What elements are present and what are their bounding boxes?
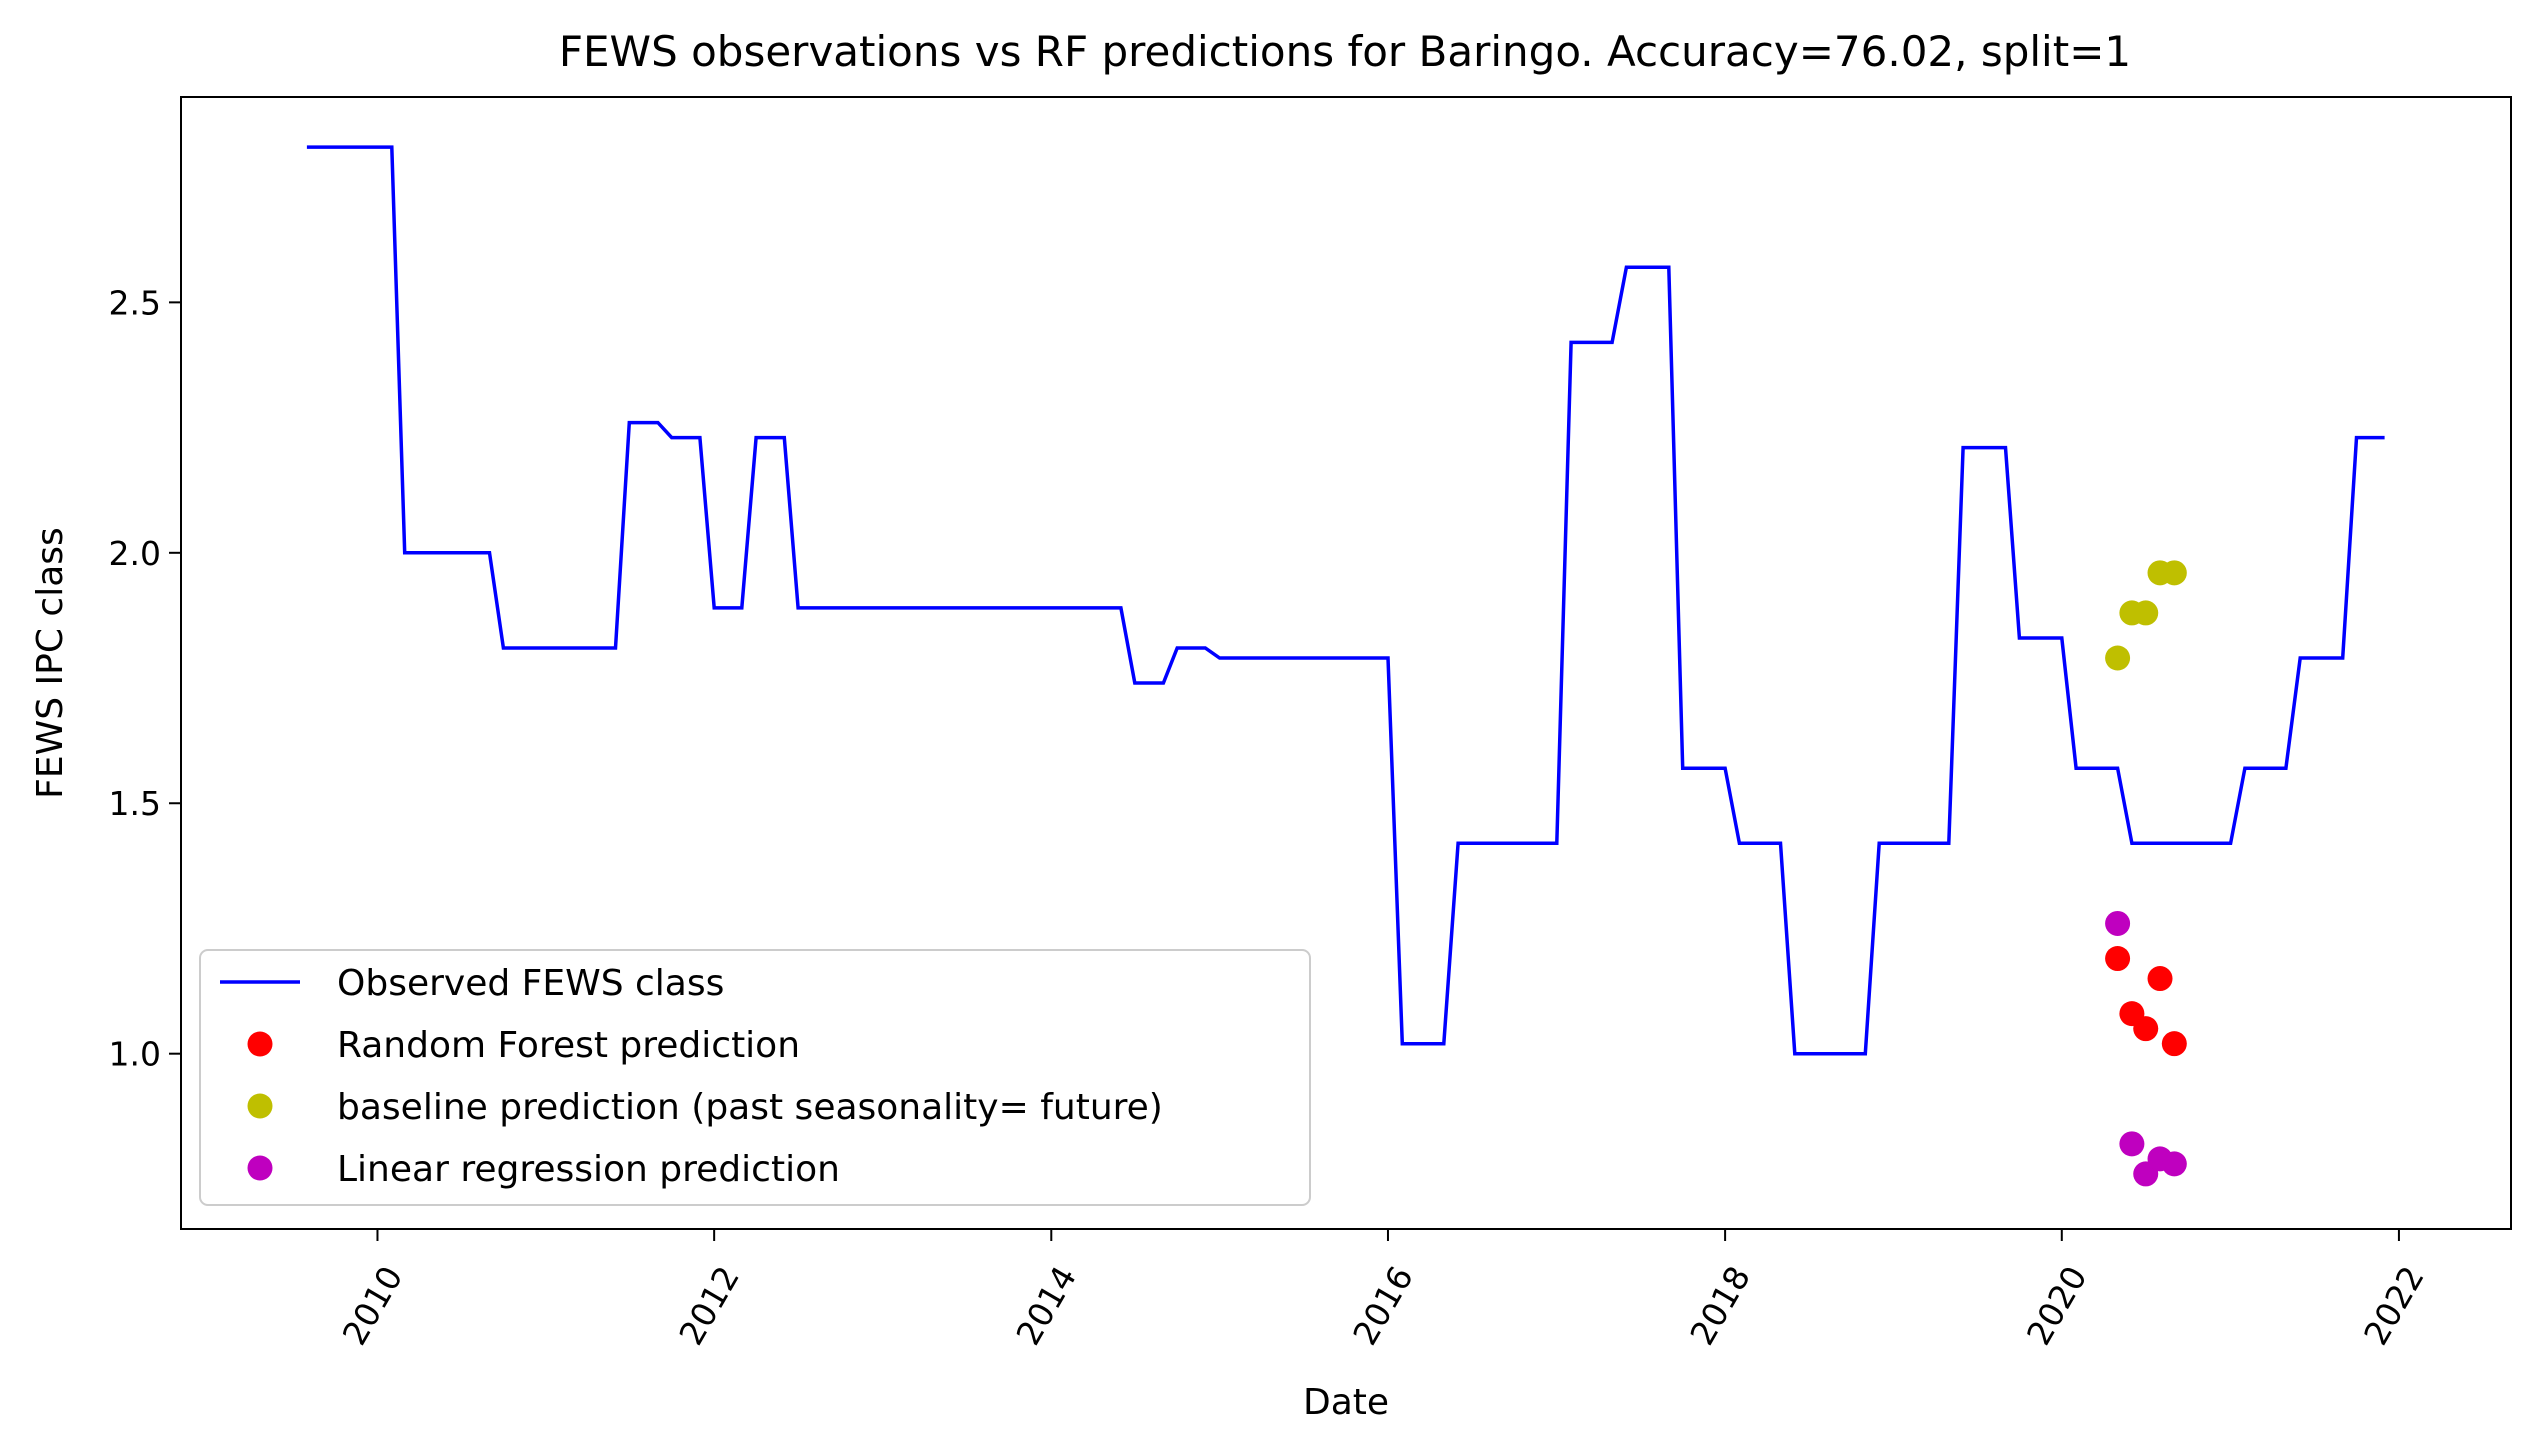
- x-tick-label: 2018: [1682, 1259, 1758, 1351]
- x-tick-label: 2020: [2019, 1259, 2095, 1351]
- series-line-observed: [306, 145, 2385, 1056]
- x-tick-label: 2014: [1008, 1259, 1084, 1351]
- x-axis-label: Date: [1303, 1382, 1389, 1423]
- scatter-point-series-2: [2105, 645, 2131, 671]
- scatter-point-series-1: [2105, 946, 2131, 972]
- y-tick-label: 1.0: [109, 1035, 161, 1074]
- x-tick-label: 2022: [2356, 1259, 2432, 1351]
- scatter-point-series-1: [2147, 966, 2173, 992]
- legend-frame: [199, 949, 1311, 1206]
- x-tick-label: 2012: [671, 1259, 747, 1351]
- legend-entry-label: Linear regression prediction: [337, 1149, 840, 1190]
- scatter-point-series-2: [2133, 600, 2159, 626]
- legend-entry-label: baseline prediction (past seasonality= f…: [337, 1087, 1163, 1128]
- scatter-point-series-3: [2105, 910, 2131, 936]
- scatter-point-series-1: [2133, 1016, 2159, 1042]
- legend-swatch-marker: [247, 1093, 273, 1119]
- y-tick-label: 2.5: [109, 283, 161, 322]
- legend-entry-label: Random Forest prediction: [337, 1025, 800, 1066]
- legend-swatch-marker: [247, 1031, 273, 1057]
- scatter-point-series-3: [2119, 1131, 2145, 1157]
- scatter-point-series-3: [2161, 1151, 2187, 1177]
- legend-swatch-marker: [247, 1155, 273, 1181]
- x-tick-label: 2010: [335, 1259, 411, 1351]
- series-layer: [306, 145, 2385, 1187]
- y-tick-label: 1.5: [109, 784, 161, 823]
- legend: Observed FEWS class Random Forest predict…: [199, 949, 1311, 1206]
- legend-entry-label: Observed FEWS class: [337, 963, 724, 1004]
- chart-title: FEWS observations vs RF predictions for …: [559, 27, 2131, 76]
- scatter-point-series-1: [2161, 1031, 2187, 1057]
- x-tick-label: 2016: [1345, 1259, 1421, 1351]
- plot-frame: [180, 96, 2512, 1230]
- scatter-point-series-2: [2161, 560, 2187, 586]
- y-axis-ticks: 1.0 1.5 2.0 2.5: [109, 283, 181, 1074]
- y-tick-label: 2.0: [109, 534, 161, 573]
- y-axis-label: FEWS IPC class: [30, 527, 71, 799]
- x-axis-ticks: 2010 2012 2014 2016 2018 2020 2022: [335, 1229, 2432, 1352]
